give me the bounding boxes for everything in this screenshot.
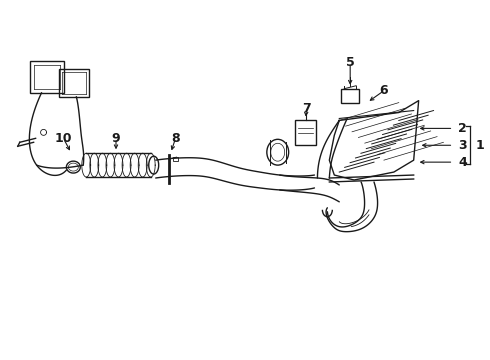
Text: 1: 1 (475, 139, 484, 152)
Text: 10: 10 (55, 132, 72, 145)
Text: 7: 7 (302, 102, 311, 115)
Text: 8: 8 (171, 132, 180, 145)
Bar (341, 89, 359, 103)
Bar (172, 157, 177, 161)
Text: 9: 9 (112, 132, 121, 145)
Text: 3: 3 (458, 139, 467, 152)
Text: 6: 6 (380, 84, 388, 97)
Text: 5: 5 (346, 57, 355, 69)
Bar (59, 69, 89, 96)
Text: 2: 2 (458, 122, 467, 135)
Text: 4: 4 (458, 156, 467, 168)
Bar (30, 61, 64, 93)
Bar (294, 121, 317, 145)
